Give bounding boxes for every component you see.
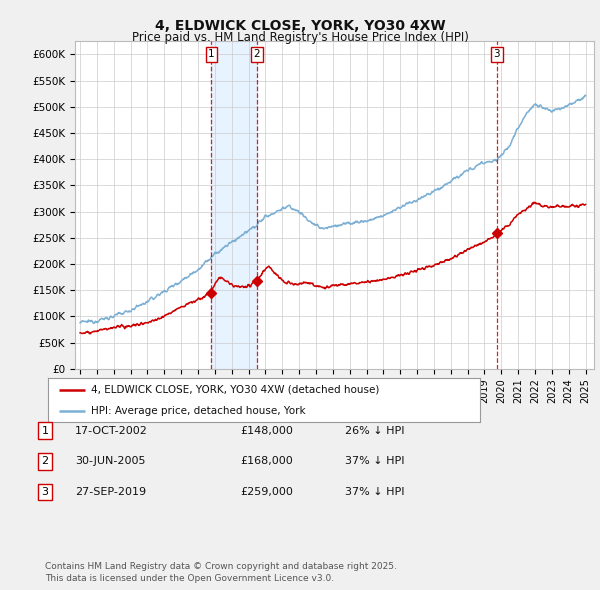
Text: 37% ↓ HPI: 37% ↓ HPI — [345, 457, 404, 466]
Text: 3: 3 — [41, 487, 49, 497]
Text: 2: 2 — [254, 50, 260, 60]
Text: 3: 3 — [494, 50, 500, 60]
Text: 37% ↓ HPI: 37% ↓ HPI — [345, 487, 404, 497]
Text: HPI: Average price, detached house, York: HPI: Average price, detached house, York — [91, 406, 306, 416]
Text: 27-SEP-2019: 27-SEP-2019 — [75, 487, 146, 497]
Text: Contains HM Land Registry data © Crown copyright and database right 2025.
This d: Contains HM Land Registry data © Crown c… — [45, 562, 397, 583]
Text: 17-OCT-2002: 17-OCT-2002 — [75, 426, 148, 435]
Text: £168,000: £168,000 — [240, 457, 293, 466]
Text: 4, ELDWICK CLOSE, YORK, YO30 4XW (detached house): 4, ELDWICK CLOSE, YORK, YO30 4XW (detach… — [91, 385, 380, 395]
Text: £148,000: £148,000 — [240, 426, 293, 435]
Text: Price paid vs. HM Land Registry's House Price Index (HPI): Price paid vs. HM Land Registry's House … — [131, 31, 469, 44]
Text: 2: 2 — [41, 457, 49, 466]
Text: £259,000: £259,000 — [240, 487, 293, 497]
Text: 30-JUN-2005: 30-JUN-2005 — [75, 457, 146, 466]
Bar — [211, 41, 257, 369]
Text: 4, ELDWICK CLOSE, YORK, YO30 4XW: 4, ELDWICK CLOSE, YORK, YO30 4XW — [155, 19, 445, 34]
Text: 26% ↓ HPI: 26% ↓ HPI — [345, 426, 404, 435]
Text: 1: 1 — [41, 426, 49, 435]
Text: 1: 1 — [208, 50, 215, 60]
